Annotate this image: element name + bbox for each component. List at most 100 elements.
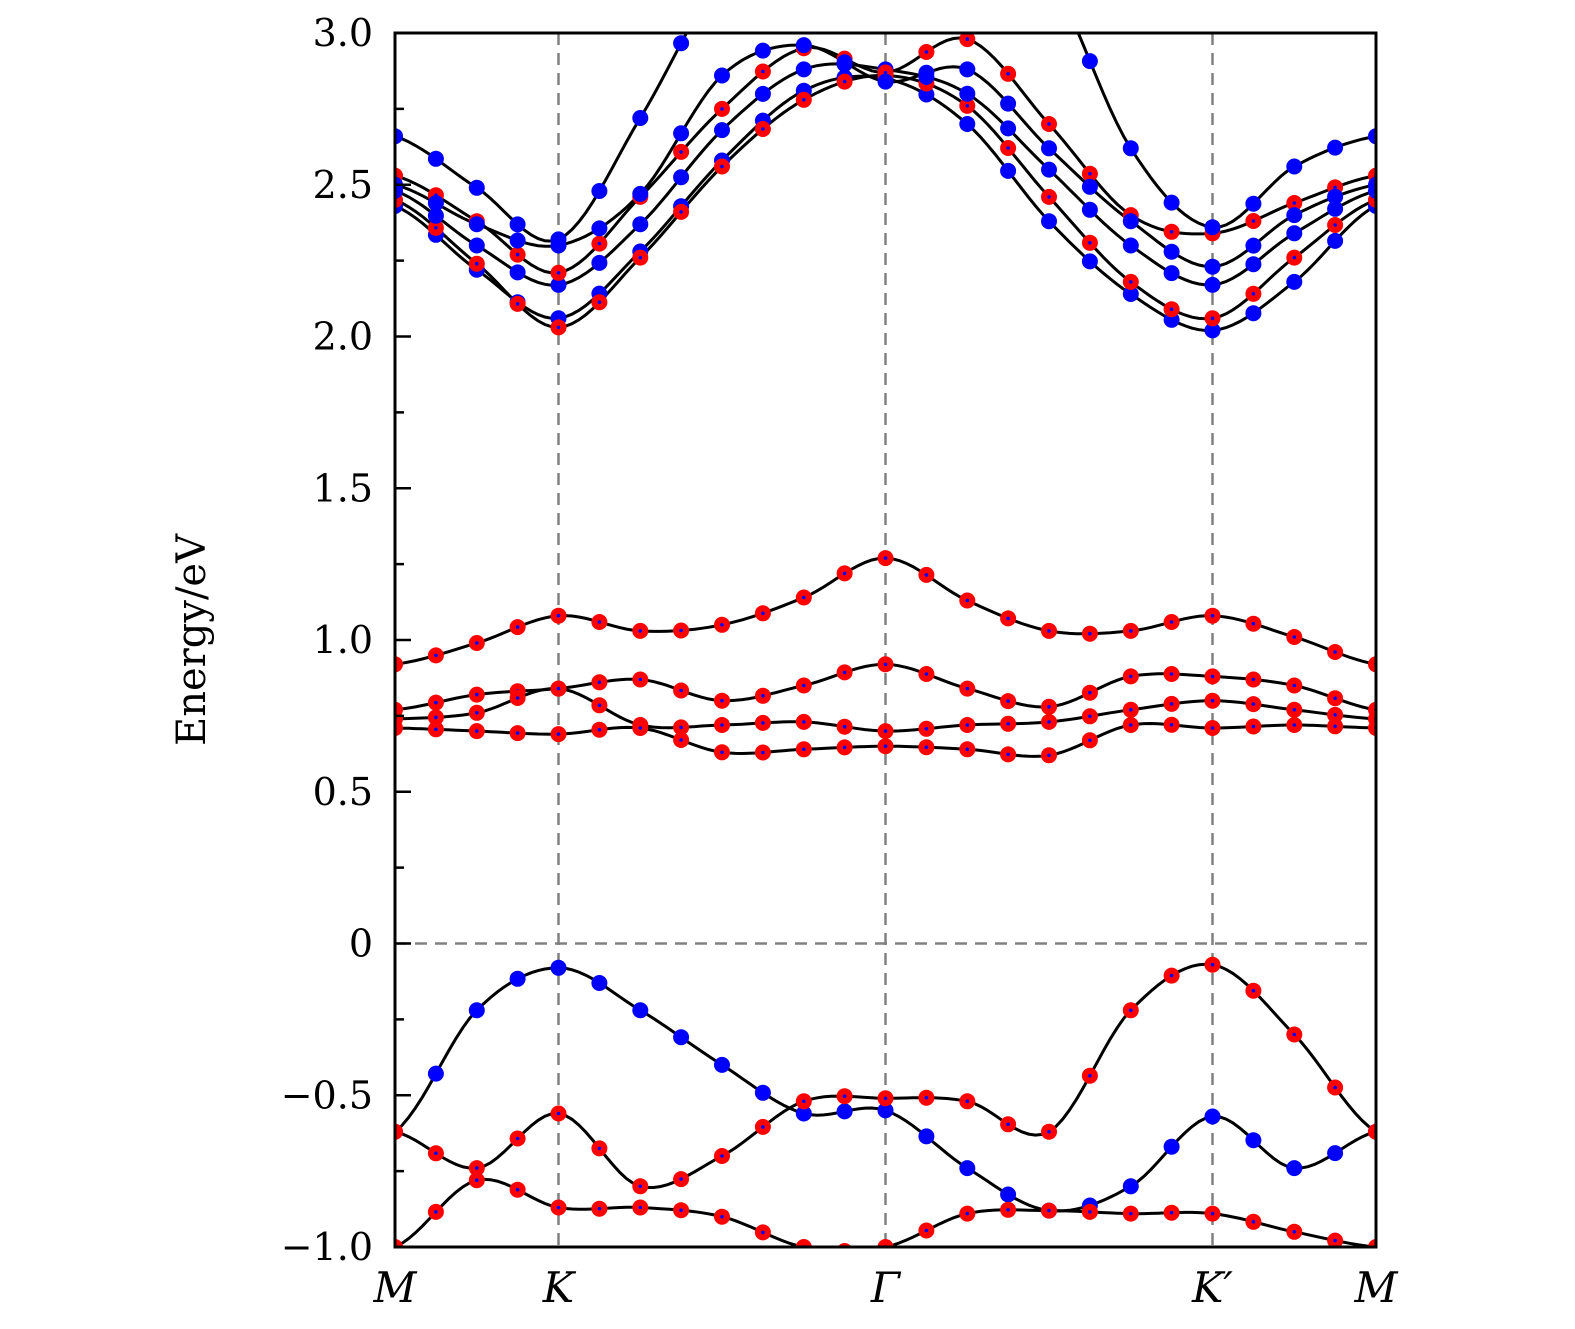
band-weight-marker (837, 1243, 852, 1247)
band-weight-marker-core (1169, 973, 1174, 978)
band-weight-marker-core (720, 723, 724, 727)
band-weight-marker (427, 207, 444, 224)
band-weight-marker (754, 42, 771, 59)
x-axis-k-labels: M K Γ K′ M (372, 1263, 1398, 1312)
band-weight-marker-core (1088, 690, 1092, 695)
band-weight-marker-core (638, 677, 643, 682)
band-weight-marker-core (1047, 122, 1051, 126)
band-weight-marker-core (842, 79, 847, 84)
band-weight-marker (673, 1029, 690, 1046)
band-weight-marker-core (1292, 635, 1297, 639)
band-weight-marker (959, 116, 976, 132)
band-weight-marker (754, 1084, 771, 1101)
band-weight-marker-core (434, 1210, 438, 1214)
band-weight-marker-core (883, 729, 888, 733)
band-weight-marker-core (638, 1184, 643, 1189)
band-weight-marker (673, 35, 690, 52)
band-weight-marker (1286, 207, 1303, 224)
band-weight-marker-core (1210, 962, 1215, 967)
band-weight-marker-core (924, 672, 929, 676)
band-weight-marker-core (1047, 1208, 1051, 1213)
band-weight-marker-core (475, 1178, 479, 1182)
band-weight-marker (1368, 656, 1376, 673)
band-weight-marker (1286, 225, 1303, 242)
band-weight-marker-core (1169, 307, 1174, 312)
band-weight-marker-core (883, 70, 888, 75)
band-weight-marker (1122, 1178, 1139, 1195)
band-weight-marker-core (802, 683, 806, 688)
band-weight-marker (1327, 232, 1344, 249)
band-weight-marker-core (1251, 1220, 1256, 1224)
band-weight-marker (1081, 53, 1098, 70)
band-weight-marker-core (842, 724, 847, 729)
band-weight-marker-core (802, 1099, 806, 1104)
band-weight-marker-core (1333, 1085, 1337, 1090)
band-weight-marker-core (802, 747, 806, 752)
band-weight-marker-core (965, 37, 970, 41)
band-weight-marker-core (1292, 723, 1297, 727)
band-weight-marker (1327, 200, 1344, 217)
band-weight-marker-core (1333, 696, 1337, 700)
band-weight-marker (1204, 219, 1221, 236)
band-weight-marker-core (924, 573, 929, 577)
band-weight-marker-core (720, 750, 724, 755)
band-weight-marker (1286, 273, 1303, 290)
band-weight-marker-core (802, 595, 806, 600)
band-weight-marker-core (434, 653, 438, 658)
band-weight-marker (836, 1103, 853, 1120)
band-weight-marker-core (679, 1208, 683, 1212)
band-weight-marker (1204, 1108, 1221, 1125)
band-weight-marker (795, 37, 812, 54)
band-weight-marker (1163, 265, 1180, 282)
band-weight-marker-core (597, 727, 602, 732)
y-tick-label: −0.5 (281, 1073, 373, 1117)
band-weight-marker-core (1129, 1008, 1133, 1013)
band-weight-marker (509, 970, 526, 987)
band-weight-marker (591, 975, 608, 991)
band-weight-marker-core (761, 611, 765, 616)
band-weight-marker-core (679, 738, 683, 742)
band-weight-marker-core (1210, 698, 1215, 703)
weight-markers (395, 33, 1376, 1247)
band-weight-marker (1041, 161, 1057, 178)
band-weight-marker-core (1251, 724, 1256, 729)
band-weight-marker-core (761, 1230, 765, 1235)
band-weight-marker-core (720, 1214, 724, 1219)
band-weight-marker (427, 150, 444, 167)
band-weight-marker-core (475, 1166, 479, 1170)
band-weight-marker-core (965, 1211, 970, 1216)
band-weight-marker-core (1088, 1210, 1092, 1214)
band-weight-marker (1122, 140, 1139, 157)
y-tick-label: 2.5 (313, 163, 373, 207)
band-weight-marker-core (638, 726, 643, 730)
band-weight-marker-core (1169, 702, 1174, 706)
band-weight-marker-core (761, 694, 765, 698)
band-weight-marker (1081, 201, 1098, 218)
band-weight-marker-core (1129, 629, 1133, 633)
band-weight-marker (632, 1002, 649, 1019)
band-weight-marker-core (965, 747, 970, 752)
band-weight-marker-core (475, 729, 479, 733)
band-weight-marker-core (1006, 752, 1010, 757)
band-weight-marker (1245, 1132, 1262, 1149)
band-weight-marker (877, 1102, 894, 1119)
band-weight-marker (395, 720, 403, 736)
band-weight-marker (1000, 95, 1017, 112)
band-weight-marker-core (802, 98, 806, 102)
k-point-label: Γ (870, 1263, 902, 1312)
band-weight-marker-core (475, 641, 479, 645)
band-weight-marker-core (679, 628, 683, 633)
band-weight-marker-core (515, 302, 520, 306)
band-weight-marker-core (924, 1095, 929, 1100)
band-weight-marker (1368, 1239, 1376, 1247)
band-weight-marker-core (842, 670, 847, 675)
band-weight-marker (632, 185, 649, 202)
band-weight-marker-core (761, 1125, 765, 1129)
band-weight-marker-core (1129, 674, 1133, 679)
band-weight-marker (877, 1239, 894, 1247)
band-weight-marker (1368, 128, 1376, 145)
band-weight-marker (1000, 162, 1017, 179)
band-weight-marker (550, 231, 567, 248)
y-tick-label: 2.0 (313, 315, 373, 359)
band-weight-marker-core (1006, 616, 1010, 621)
